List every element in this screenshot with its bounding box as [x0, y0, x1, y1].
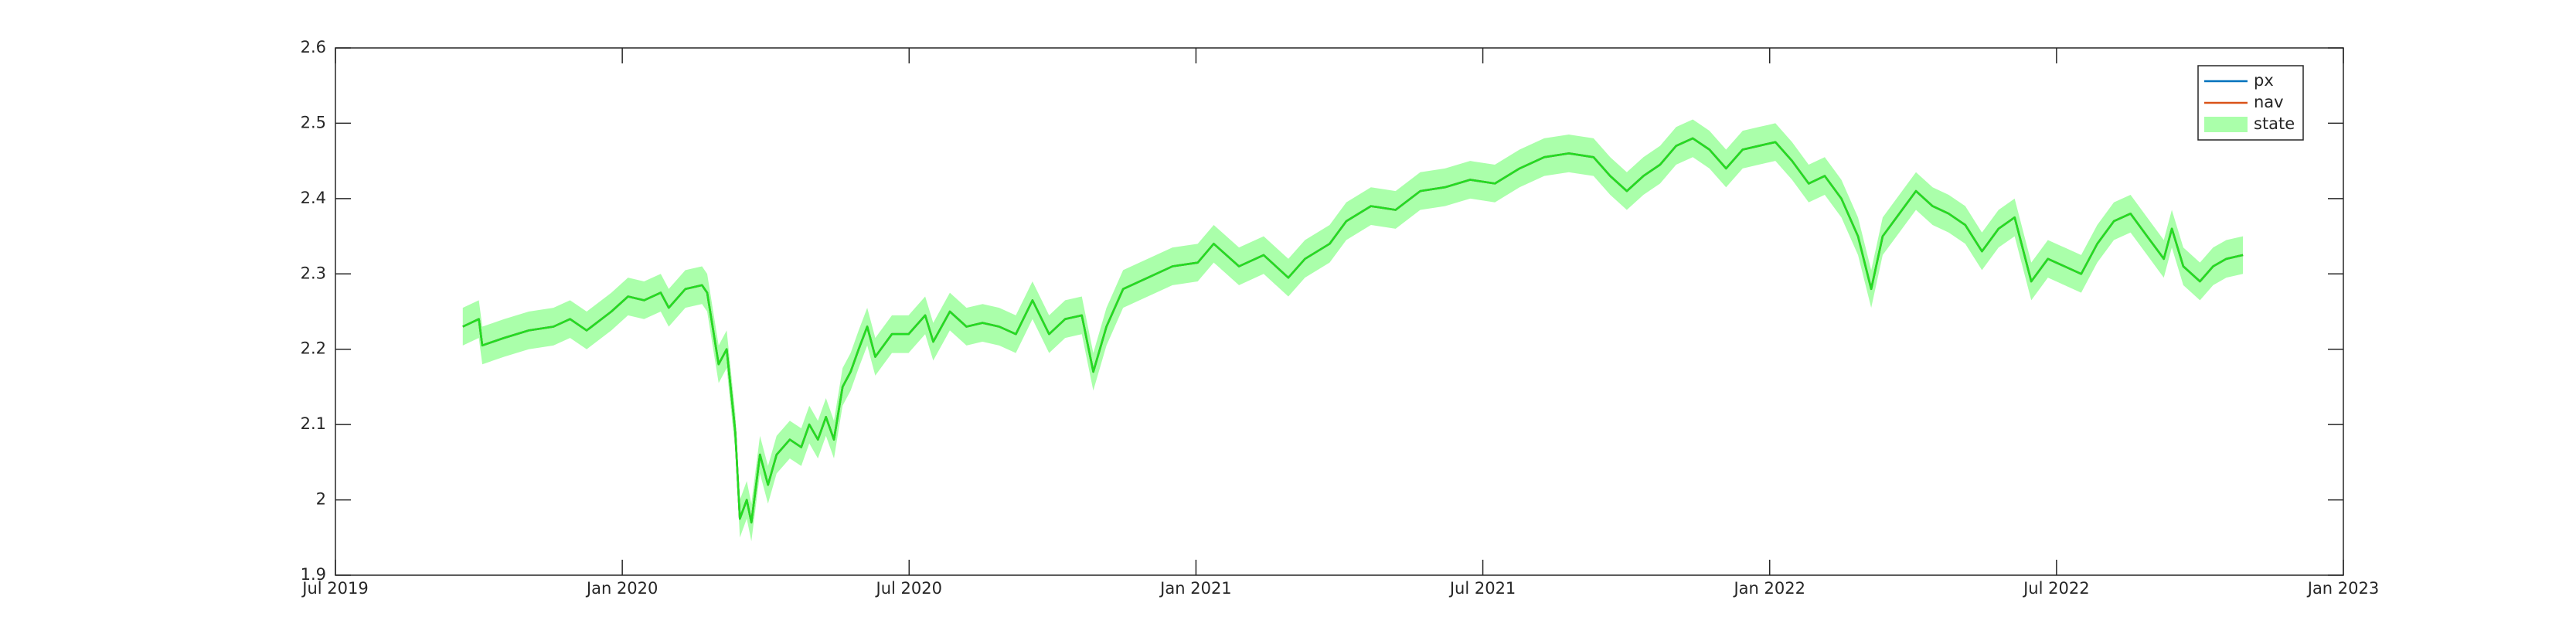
- y-tick-label: 2.2: [301, 339, 326, 358]
- x-tick-label: Jan 2021: [1159, 579, 1232, 598]
- axes-frame: [335, 47, 2344, 576]
- y-tick-label: 2.6: [301, 38, 326, 56]
- y-tick-label: 2: [316, 490, 326, 509]
- y-tick-label: 1.9: [301, 565, 326, 584]
- y-tick-label: 2.4: [301, 189, 326, 207]
- x-tick-label: Jul 2020: [875, 579, 942, 598]
- x-tick-label: Jul 2022: [2022, 579, 2089, 598]
- y-tick-label: 2.5: [301, 113, 326, 131]
- x-tick-label: Jul 2021: [1448, 579, 1516, 598]
- legend-swatch: [2204, 117, 2248, 132]
- legend-label: state: [2254, 114, 2295, 133]
- y-tick-label: 2.3: [301, 264, 326, 282]
- x-tick-label: Jan 2022: [1732, 579, 1805, 598]
- legend-label: px: [2254, 71, 2274, 90]
- x-tick-label: Jul 2019: [301, 579, 368, 598]
- x-tick-label: Jan 2023: [2306, 579, 2380, 598]
- legend: px nav state: [2197, 65, 2304, 141]
- state-band: [462, 119, 2244, 542]
- legend-label: nav: [2254, 93, 2284, 111]
- y-tick-label: 2.1: [301, 414, 326, 433]
- x-tick-label: Jan 2020: [585, 579, 658, 598]
- series-line: [462, 137, 2244, 524]
